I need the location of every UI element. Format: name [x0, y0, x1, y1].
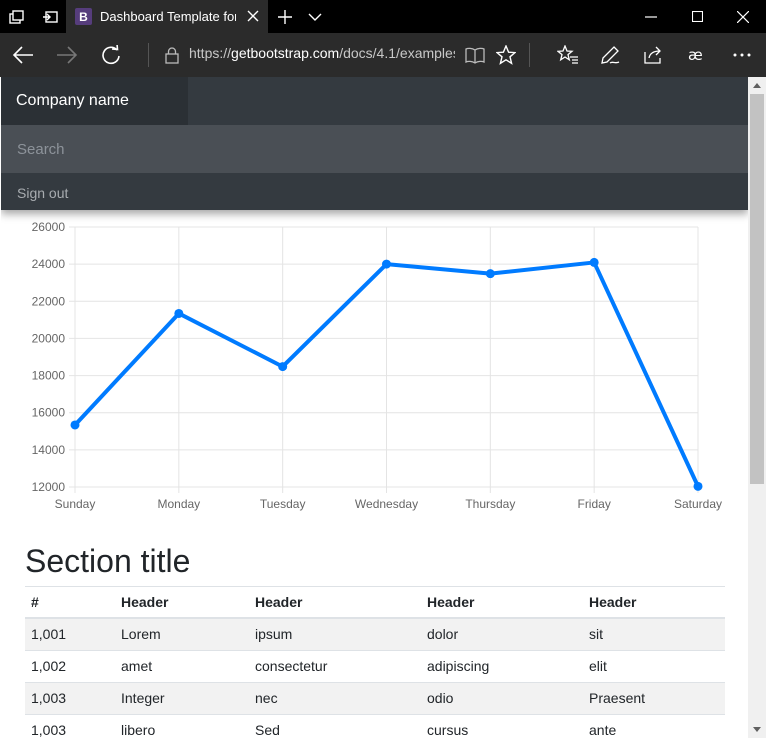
table-header-cell: Header — [115, 587, 249, 619]
toolbar-divider — [529, 43, 530, 67]
set-tabs-aside-icon[interactable] — [33, 0, 66, 33]
tab-title: Dashboard Template for Bootstrap — [100, 9, 236, 24]
chevron-down-icon[interactable] — [300, 0, 330, 33]
table-row: 1,003 libero Sed cursus ante — [25, 713, 725, 738]
favorite-star-icon[interactable] — [486, 33, 526, 77]
data-table: # Header Header Header Header 1,001 Lore… — [25, 586, 725, 738]
close-tab-icon[interactable] — [246, 9, 260, 23]
maximize-icon[interactable] — [674, 0, 720, 33]
table-cell: cursus — [421, 713, 583, 738]
y-tick-label: 14000 — [32, 443, 66, 457]
y-tick-label: 22000 — [32, 294, 66, 308]
table-cell: Integer — [115, 681, 249, 714]
table-cell: 1,003 — [25, 681, 115, 714]
table-cell: ipsum — [249, 617, 421, 650]
y-tick-label: 26000 — [32, 220, 66, 234]
table-cell: Sed — [249, 713, 421, 738]
scrollbar-thumb[interactable] — [750, 94, 764, 484]
data-point — [70, 420, 80, 430]
tab-active[interactable]: B Dashboard Template for Bootstrap — [66, 0, 268, 33]
y-tick-label: 24000 — [32, 257, 66, 271]
minimize-icon[interactable] — [628, 0, 674, 33]
reading-view-icon[interactable] — [455, 33, 495, 77]
tab-sets-icon[interactable] — [0, 0, 33, 33]
data-point — [382, 259, 391, 269]
address-bar[interactable]: https://getbootstrap.com/docs/4.1/exampl… — [189, 45, 455, 65]
forward-icon[interactable] — [47, 33, 87, 77]
refresh-icon[interactable] — [91, 33, 131, 77]
data-point — [589, 257, 599, 267]
more-menu-icon[interactable] — [722, 33, 762, 77]
table-cell: 1,003 — [25, 713, 115, 738]
vertical-scrollbar[interactable] — [748, 77, 766, 738]
new-tab-icon[interactable] — [270, 0, 300, 33]
y-tick-label: 18000 — [32, 369, 66, 383]
url-prefix: https:// — [189, 45, 232, 61]
table-row: 1,001 Lorem ipsum dolor sit — [25, 617, 725, 650]
sign-out-link[interactable]: Sign out — [17, 185, 69, 201]
browser-titlebar: B Dashboard Template for Bootstrap — [0, 0, 766, 33]
scroll-down-arrow-icon[interactable] — [748, 721, 766, 738]
web-note-pen-icon[interactable] — [590, 33, 630, 77]
table-cell: ante — [583, 713, 725, 738]
y-tick-label: 12000 — [32, 480, 66, 494]
browser-toolbar: https://getbootstrap.com/docs/4.1/exampl… — [0, 33, 766, 77]
table-cell: odio — [421, 681, 583, 714]
url-path: /docs/4.1/examples/dashboard/ — [339, 45, 455, 61]
close-window-icon[interactable] — [720, 0, 766, 33]
table-row: 1,003 Integer nec odio Praesent — [25, 681, 725, 714]
table-header-cell: Header — [249, 587, 421, 619]
brand-link[interactable]: Company name — [1, 77, 188, 125]
line-chart: 12000 14000 16000 18000 20000 22000 24000 26000… — [32, 220, 722, 511]
extension-icon[interactable]: æ — [679, 33, 719, 77]
bootstrap-favicon-icon: B — [75, 8, 92, 25]
data-point — [693, 481, 703, 491]
data-point — [174, 308, 184, 318]
x-tick-label: Tuesday — [260, 497, 306, 511]
url-host: getbootstrap.com — [231, 45, 340, 61]
y-tick-label: 20000 — [32, 331, 66, 345]
back-icon[interactable] — [3, 33, 43, 77]
table-cell: 1,002 — [25, 649, 115, 682]
data-point — [485, 269, 495, 279]
search-input[interactable] — [1, 125, 748, 173]
data-point — [278, 362, 288, 372]
table-cell: nec — [249, 681, 421, 714]
favorites-hub-icon[interactable] — [548, 33, 588, 77]
x-tick-label: Thursday — [465, 497, 515, 511]
svg-text:æ: æ — [688, 48, 703, 62]
scroll-up-arrow-icon[interactable] — [748, 77, 766, 94]
table-header-row: # Header Header Header Header — [25, 587, 725, 619]
table-cell: Lorem — [115, 617, 249, 650]
table-cell: dolor — [421, 617, 583, 650]
table-header-cell: # — [25, 587, 115, 619]
table-cell: 1,001 — [25, 617, 115, 650]
x-tick-label: Sunday — [55, 497, 96, 511]
table-cell: Praesent — [583, 681, 725, 714]
x-tick-label: Wednesday — [355, 497, 418, 511]
x-tick-label: Monday — [157, 497, 200, 511]
x-tick-label: Saturday — [674, 497, 722, 511]
table-header-cell: Header — [421, 587, 583, 619]
lock-icon — [152, 33, 192, 77]
page-viewport: 12000 14000 16000 18000 20000 22000 24000 26000… — [1, 77, 748, 738]
table-cell: amet — [115, 649, 249, 682]
table-cell: elit — [583, 649, 725, 682]
table-header-cell: Header — [583, 587, 725, 619]
table-cell: libero — [115, 713, 249, 738]
share-icon[interactable] — [634, 33, 674, 77]
y-tick-label: 16000 — [32, 406, 66, 420]
table-cell: adipiscing — [421, 649, 583, 682]
table-row: 1,002 amet consectetur adipiscing elit — [25, 649, 725, 682]
toolbar-divider — [148, 43, 149, 67]
section-title: Section title — [25, 543, 191, 579]
table-cell: sit — [583, 617, 725, 650]
x-tick-label: Friday — [577, 497, 610, 511]
table-cell: consectetur — [249, 649, 421, 682]
top-navbar: Company name Sign out — [1, 77, 748, 210]
